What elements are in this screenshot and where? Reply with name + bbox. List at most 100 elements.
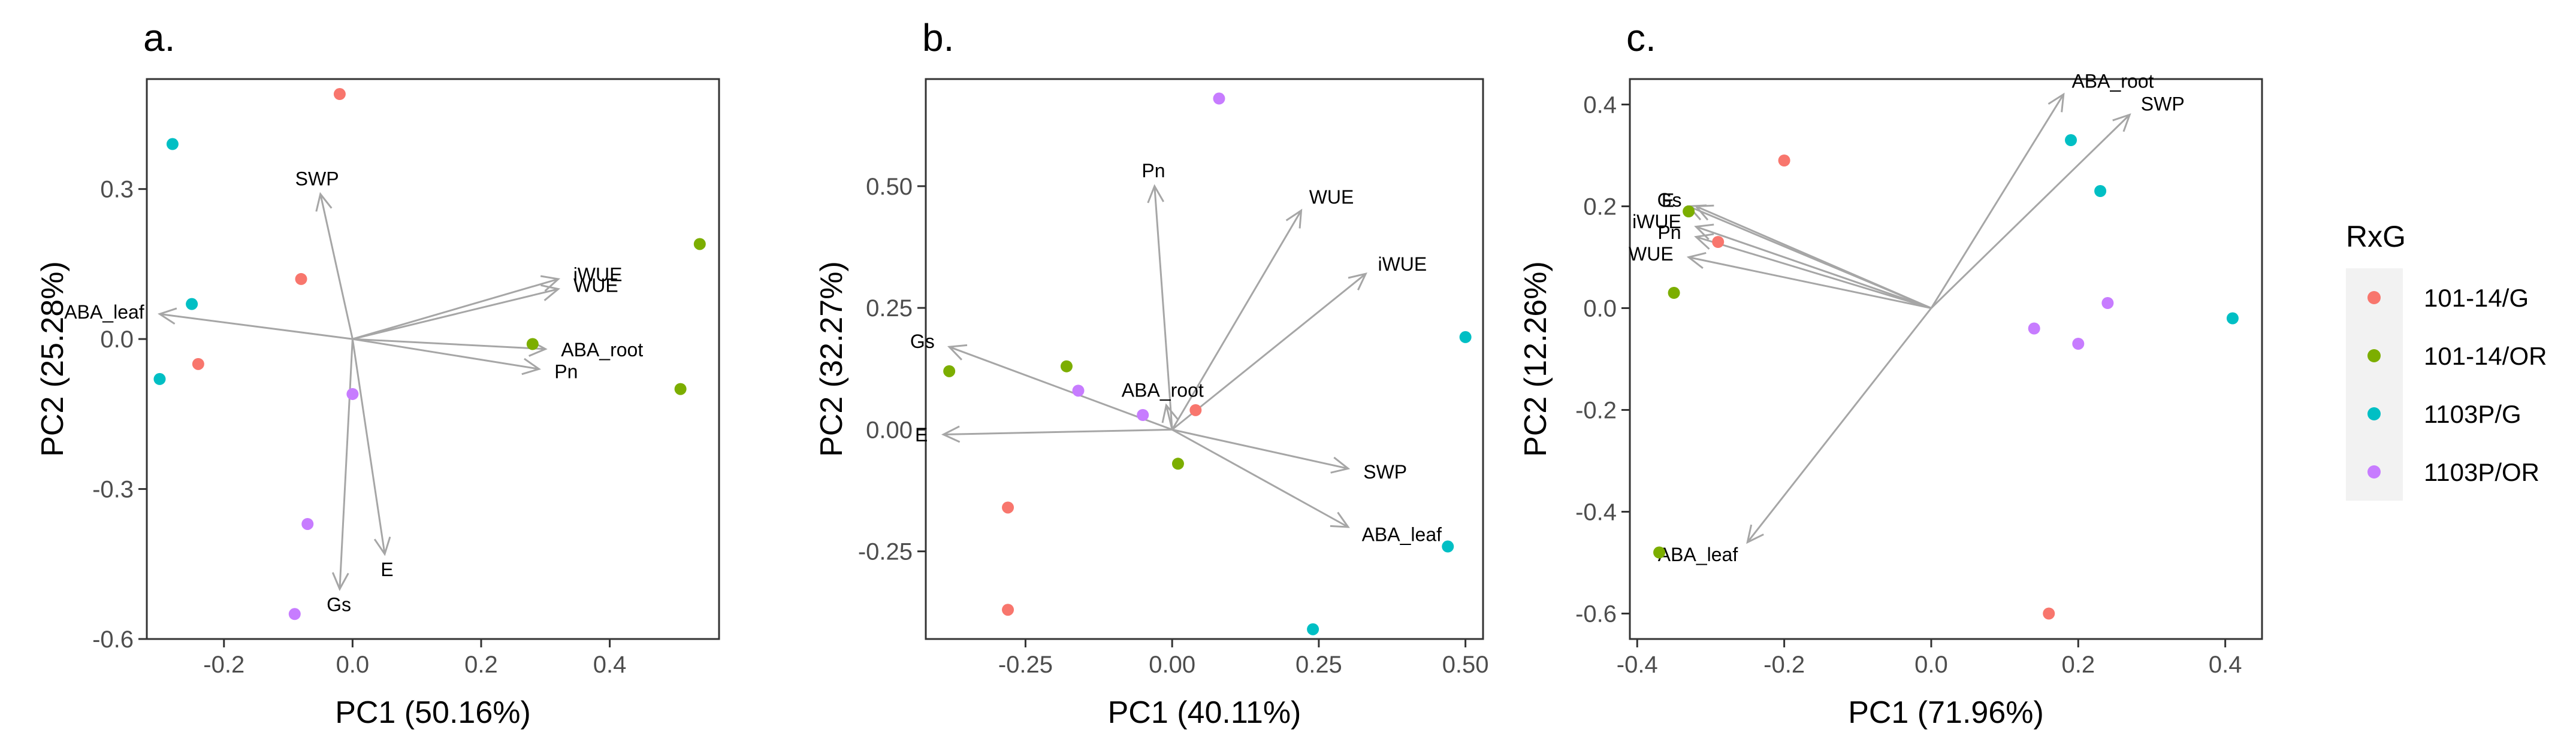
legend-label: 101-14/G [2424,284,2529,312]
y-tick-label: 0.2 [1583,194,1617,220]
data-point [192,358,204,370]
data-point [295,272,307,285]
arrow-shaft [1171,429,1349,528]
loading-label: SWP [2141,93,2185,114]
loading-arrow-iwue: iWUE [1171,253,1427,431]
panel-c: c.-0.4 -0.2 0.0 0.2 0.4-0.6-0.4-0.20.00.20.4… [1518,16,2263,730]
data-point [1213,92,1225,105]
y-tick-label: 0.50 [866,174,913,200]
y-axis-title: PC2 (32.27%) [814,261,849,457]
legend-label: 101-14/OR [2424,342,2547,370]
series-101-14-or [1653,205,1695,559]
loading-label: E [1662,189,1674,211]
arrow-head [1330,511,1350,528]
loading-arrow-aba-root: ABA_root [352,338,643,361]
data-point [1307,623,1319,635]
arrow-head [2047,92,2065,113]
series-1103p-or [288,387,359,620]
y-tick-label: 0.00 [866,417,913,443]
series-1103p-or [2028,297,2114,350]
data-point [1778,155,1790,166]
data-point [2028,322,2040,335]
loading-label: Pn [1141,160,1165,181]
loading-label: WUE [573,274,618,296]
arrow-head [315,192,333,212]
arrow-shaft [1930,114,2131,309]
loading-label: WUE [1309,186,1354,208]
arrow-head [947,344,968,361]
loading-label: Gs [910,331,935,352]
arrow-shaft [1695,236,1932,309]
series-101-14-g [192,88,346,370]
arrow-head [540,284,561,301]
legend-swatch [2367,349,2381,362]
loading-arrow-iwue: iWUE [1632,211,1932,309]
loading-label: ABA_leaf [1362,524,1442,546]
x-tick-label: 0.00 [1149,652,1195,678]
data-point [693,238,706,250]
loading-arrow-aba-leaf: ABA_leaf [1171,429,1442,546]
panel-b: b. -0.25 0.00 0.25 0.50 -0.25 0.00 0.25 0.50 PC1 … [814,16,1489,730]
legend-swatch [2367,291,2381,304]
loading-label: Gs [327,593,351,615]
arrow-shaft [352,288,559,340]
x-tick-label: 0.50 [1442,652,1489,678]
y-axis-title: PC2 (12.26%) [1518,261,1553,457]
arrow-shaft [1153,186,1173,430]
y-tick-label: -0.6 [92,626,134,653]
loading-label: iWUE [1632,211,1681,232]
data-point [2101,297,2114,309]
data-point [1668,287,1680,299]
loading-arrow-gs: Gs [910,331,1173,431]
series-1103p-g [153,138,198,385]
x-axis-title: PC1 (71.96%) [1848,695,2044,730]
loading-label: E [915,424,928,446]
loading-label: Pn [554,361,578,382]
arrow-head [941,425,961,443]
arrow-shaft [1165,405,1173,430]
y-tick-label: -0.2 [1575,398,1617,424]
arrow-shaft [943,428,1173,436]
loading-arrow-aba-leaf: ABA_leaf [64,301,353,340]
loading-label: ABA_leaf [1658,544,1738,565]
series-101-14-g [1002,404,1202,616]
loading-arrow-aba-leaf: ABA_leaf [1658,307,1932,565]
y-tick-label: 0.25 [866,295,913,322]
x-axis-title: PC1 (40.11%) [1108,695,1301,730]
x-tick-label: 0.0 [1914,652,1948,678]
arrow-shaft [319,193,354,340]
loading-arrow-aba-root: ABA_root [1930,70,2154,309]
arrow-shaft [1688,205,1932,309]
panel-label: c. [1626,16,1656,59]
legend-title: RxG [2346,220,2406,253]
loading-label: iWUE [1378,253,1427,275]
x-tick-label: -0.2 [203,652,244,678]
data-point [186,298,198,310]
data-point [2043,607,2055,620]
y-tick-label: 0.4 [1583,92,1617,119]
arrow-shaft [1688,256,1932,309]
arrow-shaft [1747,307,1932,543]
arrow-shaft [159,313,353,340]
legend-item: 1103P/G [2367,400,2521,428]
series-101-14-or [526,238,706,395]
loading-arrow-wue: WUE [352,274,618,340]
data-point [1072,384,1085,397]
arrow-shaft [1695,226,1932,309]
loading-arrow-wue: WUE [1171,186,1354,431]
legend-key-background [2346,268,2403,501]
legend: RxG 101-14/G 101-14/OR 1103P/G 1103P/OR [2346,220,2547,501]
arrow-head [1694,223,1714,240]
arrow-head [521,358,541,375]
x-tick-label: 0.4 [593,652,627,678]
panel-label: a. [143,16,175,59]
data-point [288,608,301,620]
data-point [1459,331,1472,343]
data-point [1137,409,1149,421]
loading-label: ABA_root [2071,70,2154,92]
arrow-head [2112,113,2131,132]
data-point [333,88,346,101]
arrow-head [540,275,561,292]
arrow-shaft [352,338,546,350]
